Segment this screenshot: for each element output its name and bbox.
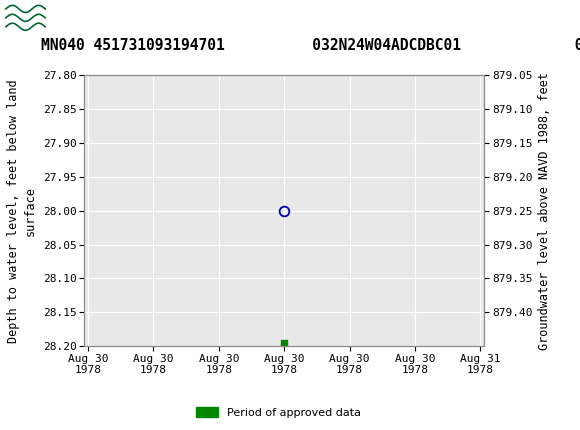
FancyBboxPatch shape [5, 3, 48, 33]
Text: USGS: USGS [55, 8, 124, 28]
Text: MN040 451731093194701          032N24W04ADCDBC01             0000145430: MN040 451731093194701 032N24W04ADCDBC01 … [41, 38, 580, 53]
Y-axis label: Depth to water level, feet below land
surface: Depth to water level, feet below land su… [7, 79, 37, 343]
Legend: Period of approved data: Period of approved data [191, 403, 365, 422]
Y-axis label: Groundwater level above NAVD 1988, feet: Groundwater level above NAVD 1988, feet [538, 72, 551, 350]
